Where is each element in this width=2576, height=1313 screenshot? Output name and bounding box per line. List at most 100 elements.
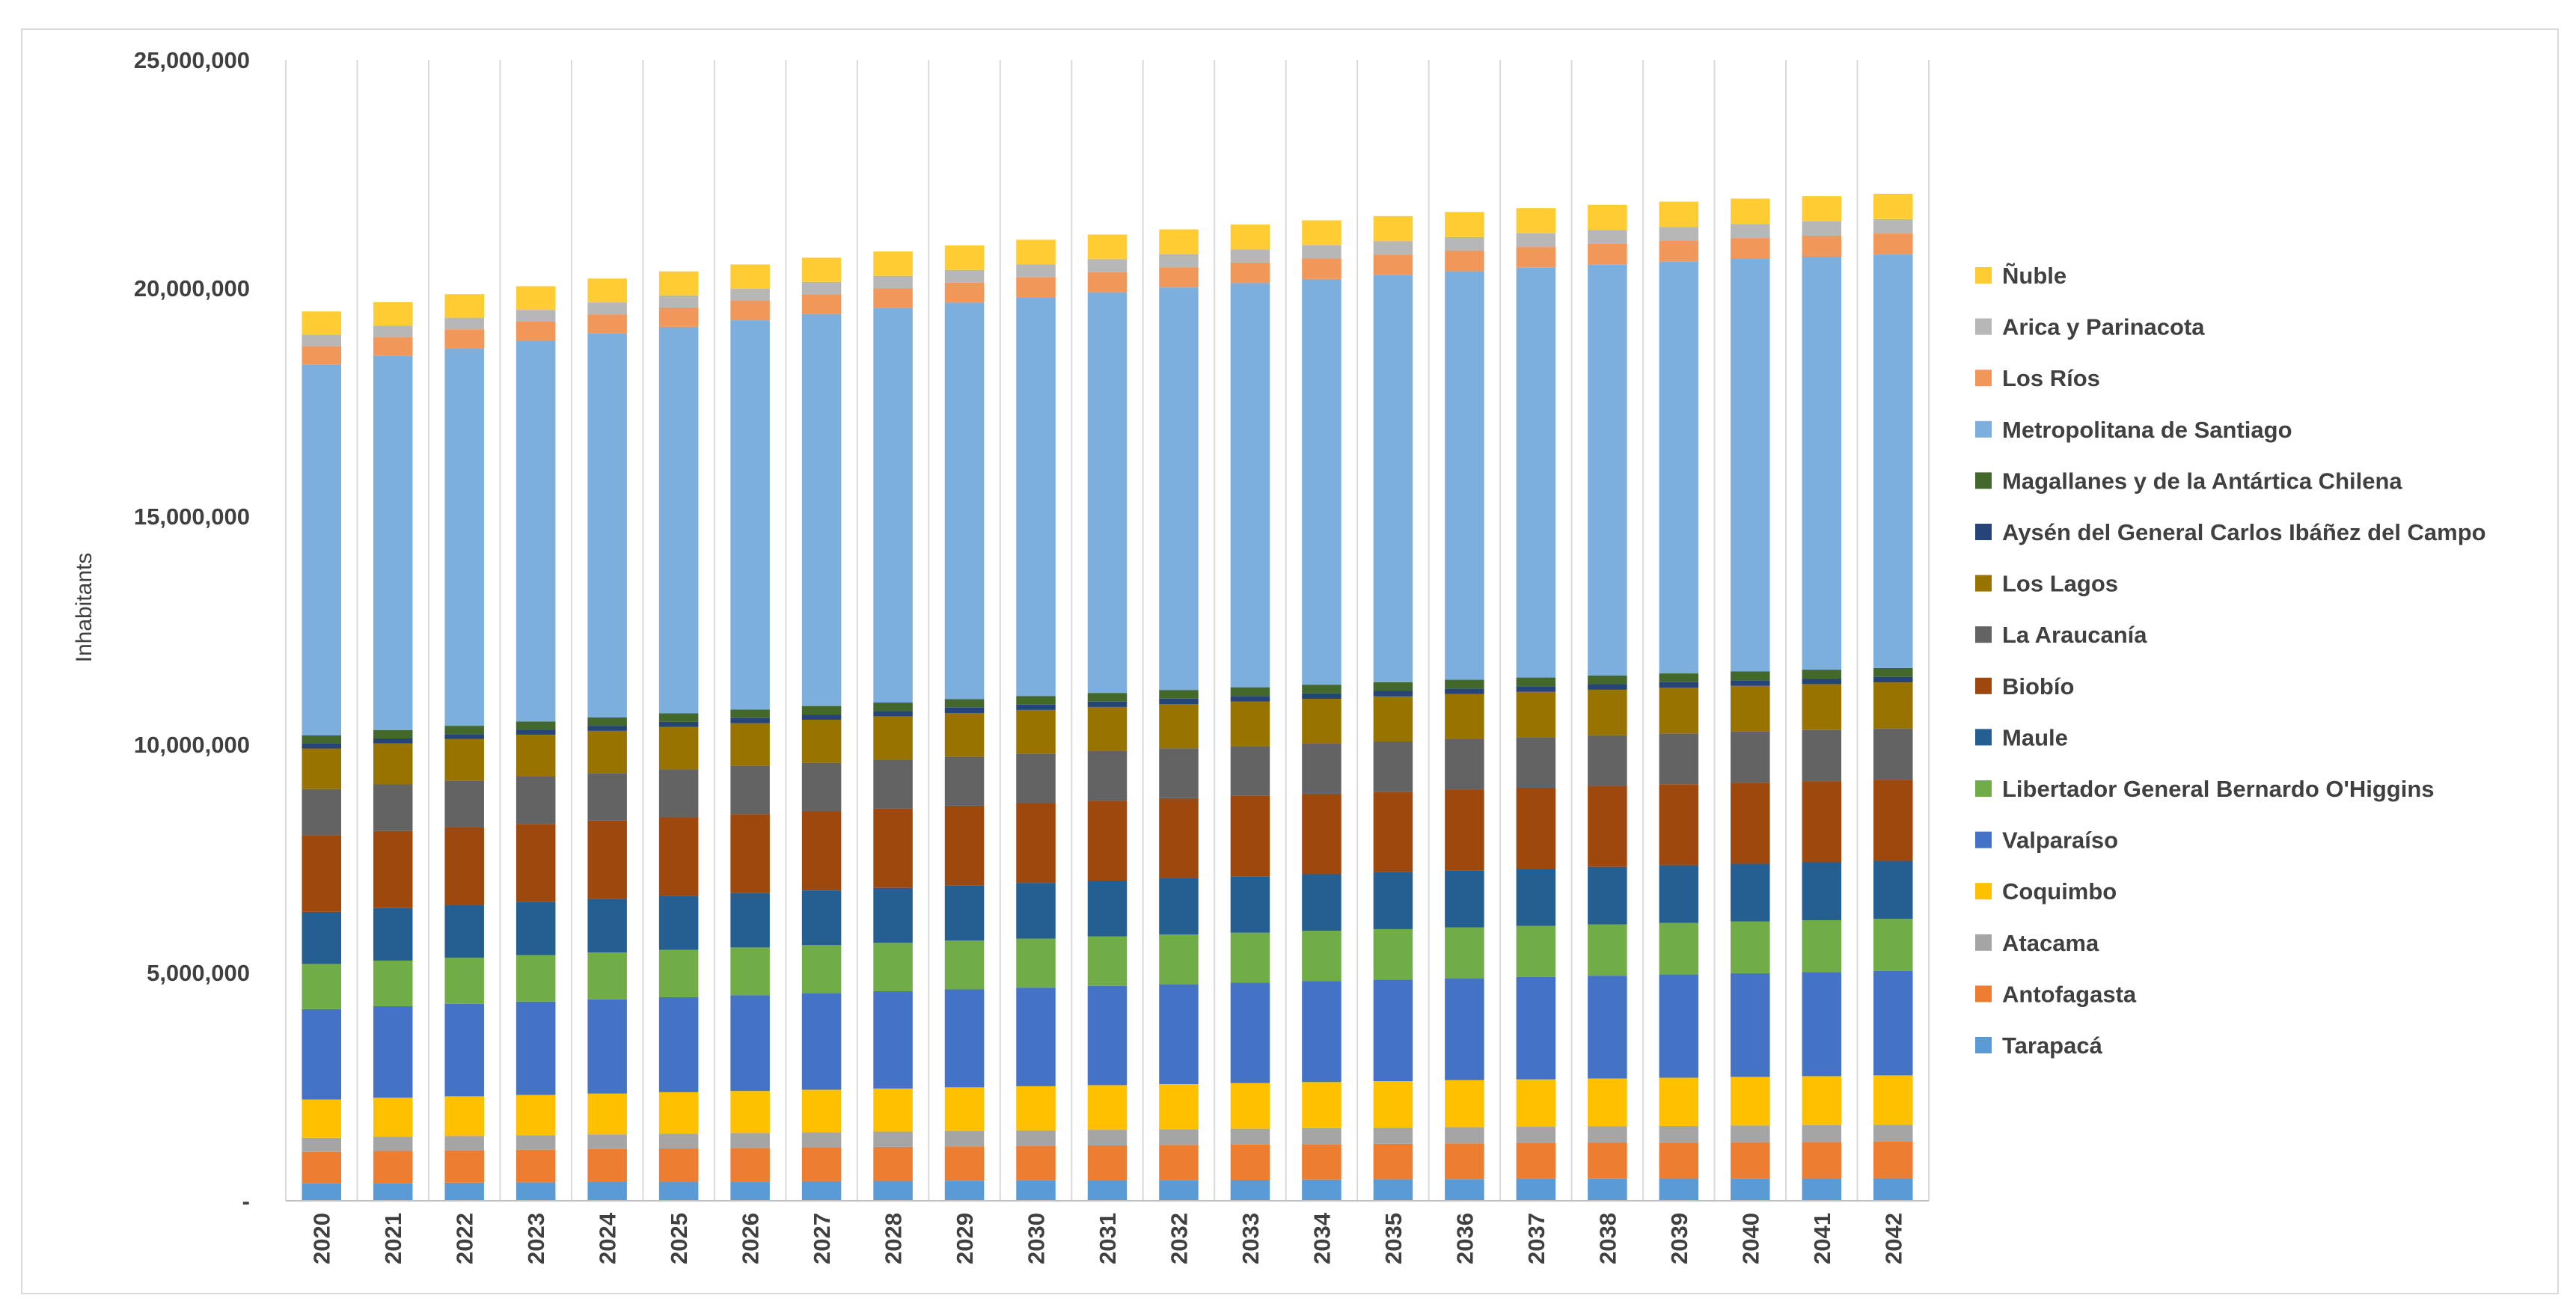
bar-stack-2029 bbox=[944, 245, 985, 1201]
bar-segment bbox=[1873, 233, 1913, 255]
bar-segment bbox=[373, 325, 413, 337]
bar-segment bbox=[1873, 254, 1913, 668]
bar-segment bbox=[1873, 667, 1913, 677]
bar-segment bbox=[1302, 1127, 1341, 1145]
legend-label: Valparaíso bbox=[2002, 827, 2118, 854]
bar-segment bbox=[658, 1092, 699, 1134]
bar-segment bbox=[1802, 1142, 1842, 1179]
bar-segment bbox=[587, 333, 627, 717]
bar-segment bbox=[444, 1182, 484, 1201]
bar-segment bbox=[944, 1181, 985, 1201]
bar-segment bbox=[730, 709, 770, 718]
bar-segment bbox=[658, 726, 699, 770]
bar-segment bbox=[1588, 924, 1627, 976]
bar-segment bbox=[444, 1003, 484, 1097]
bar-segment bbox=[302, 346, 341, 365]
bar-segment bbox=[1230, 932, 1270, 983]
bar-segment bbox=[302, 1009, 341, 1100]
bar-segment bbox=[658, 997, 699, 1092]
bar-segment bbox=[302, 964, 341, 1009]
bar-segment bbox=[444, 827, 484, 905]
bar-segment bbox=[1516, 686, 1556, 692]
bar-segment bbox=[444, 329, 484, 349]
legend-swatch bbox=[1975, 1037, 1992, 1053]
legend-label: Magallanes y de la Antártica Chilena bbox=[2002, 468, 2402, 494]
bar-segment bbox=[1802, 678, 1842, 685]
legend-label: Los Lagos bbox=[2002, 571, 2118, 597]
bar-segment bbox=[515, 902, 556, 955]
bar-segment bbox=[1016, 753, 1056, 804]
legend-item: La Araucanía bbox=[1975, 622, 2147, 648]
x-tick-label: 2026 bbox=[738, 1213, 764, 1264]
bar-segment bbox=[801, 762, 842, 812]
bar-segment bbox=[873, 716, 913, 760]
bar-segment bbox=[373, 1098, 413, 1137]
bar-segment bbox=[1302, 258, 1341, 279]
bar-segment bbox=[873, 1088, 913, 1132]
bar-segment bbox=[1302, 1179, 1341, 1201]
bar-segment bbox=[730, 723, 770, 766]
x-tick-label: 2041 bbox=[1809, 1213, 1835, 1264]
bar-segment bbox=[801, 945, 842, 994]
legend-swatch bbox=[1975, 524, 1992, 540]
bar-segment bbox=[1230, 249, 1270, 263]
x-tick-label: 2024 bbox=[595, 1212, 621, 1264]
legend-item: Los Lagos bbox=[1975, 571, 2118, 597]
bar-segment bbox=[1659, 227, 1699, 241]
bar-segment bbox=[730, 264, 770, 289]
bar-segment bbox=[1873, 676, 1913, 683]
bar-segment bbox=[1445, 1127, 1484, 1144]
bar-segment bbox=[587, 302, 627, 315]
legend-item: Antofagasta bbox=[1975, 981, 2137, 1007]
bar-segment bbox=[587, 1148, 627, 1182]
bar-segment bbox=[730, 1133, 770, 1148]
legend-swatch bbox=[1975, 267, 1992, 284]
bar-segment bbox=[1016, 297, 1056, 697]
bar-segment bbox=[1373, 1081, 1413, 1128]
bar-segment bbox=[1659, 201, 1699, 227]
bar-segment bbox=[873, 275, 913, 289]
bar-segment bbox=[1516, 691, 1556, 738]
bar-segment bbox=[587, 1181, 627, 1201]
legend-item: Ñuble bbox=[1975, 263, 2066, 289]
x-tick-label: 2032 bbox=[1166, 1213, 1192, 1264]
bar-segment bbox=[444, 348, 484, 726]
bar-segment bbox=[730, 1181, 770, 1201]
bar-segment bbox=[801, 294, 842, 314]
bar-segment bbox=[1159, 690, 1199, 699]
bar-segment bbox=[801, 1132, 842, 1148]
legend-label: Ñuble bbox=[2002, 263, 2066, 289]
bar-segment bbox=[801, 714, 842, 720]
bar-segment bbox=[1230, 1144, 1270, 1181]
legend-label: La Araucanía bbox=[2002, 622, 2147, 648]
bar-segment bbox=[1230, 982, 1270, 1083]
bar-segment bbox=[801, 1089, 842, 1133]
bar-segment bbox=[1588, 866, 1627, 925]
bar-segment bbox=[1230, 224, 1270, 250]
bar-segment bbox=[658, 307, 699, 327]
bar-segment bbox=[587, 899, 627, 953]
bar-segment bbox=[515, 735, 556, 777]
bar-segment bbox=[730, 717, 770, 723]
bar-segment bbox=[587, 278, 627, 303]
bar-segment bbox=[1016, 1180, 1056, 1201]
bar-segment bbox=[302, 1183, 341, 1201]
bar-segment bbox=[1731, 238, 1770, 260]
bar-segment bbox=[1873, 780, 1913, 861]
bar-segment bbox=[1230, 687, 1270, 697]
bar-segment bbox=[1159, 878, 1199, 935]
bar-segment bbox=[873, 307, 913, 703]
bar-segment bbox=[1159, 267, 1199, 288]
bar-segment bbox=[1159, 1145, 1199, 1181]
bar-segment bbox=[1230, 701, 1270, 747]
legend-swatch bbox=[1975, 370, 1992, 387]
bar-segment bbox=[373, 302, 413, 326]
legend-item: Biobío bbox=[1975, 673, 2074, 700]
bar-segment bbox=[373, 738, 413, 744]
bar-segment bbox=[373, 355, 413, 730]
x-tick-label: 2029 bbox=[952, 1213, 978, 1264]
x-tick-label: 2037 bbox=[1523, 1213, 1549, 1264]
bar-segment bbox=[658, 721, 699, 727]
x-tick-label: 2030 bbox=[1024, 1213, 1050, 1264]
bar-segment bbox=[1731, 1077, 1770, 1126]
